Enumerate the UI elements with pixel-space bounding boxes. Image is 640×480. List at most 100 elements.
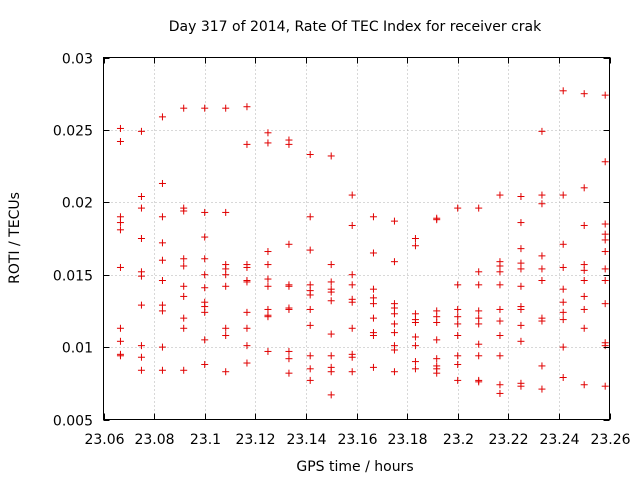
data-point bbox=[538, 276, 546, 284]
data-point bbox=[538, 265, 546, 273]
plot-frame bbox=[103, 57, 610, 420]
data-point bbox=[580, 276, 588, 284]
data-point bbox=[390, 217, 398, 225]
data-point bbox=[559, 298, 567, 306]
data-point bbox=[601, 265, 609, 273]
axis-ticks: 23.06 23.08 23.1 23.12 23.14 23.16 23.18 23.2 23… bbox=[53, 52, 631, 449]
data-point bbox=[201, 271, 209, 279]
data-point bbox=[454, 305, 462, 313]
data-point bbox=[496, 191, 504, 199]
x-axis-label: GPS time / hours bbox=[296, 459, 413, 475]
data-point bbox=[222, 271, 230, 279]
data-point bbox=[475, 307, 483, 315]
data-point bbox=[306, 213, 314, 221]
data-point bbox=[243, 263, 251, 271]
y-tick-label: 0.025 bbox=[53, 124, 93, 140]
data-point bbox=[496, 268, 504, 276]
data-point bbox=[517, 337, 525, 345]
x-tick-label: 23.24 bbox=[539, 432, 579, 448]
data-point bbox=[327, 261, 335, 269]
data-point bbox=[180, 366, 188, 374]
data-point bbox=[411, 358, 419, 366]
data-point bbox=[348, 298, 356, 306]
data-point bbox=[327, 297, 335, 305]
y-tick-label: 0.01 bbox=[62, 341, 93, 357]
data-point bbox=[475, 204, 483, 212]
data-point bbox=[327, 352, 335, 360]
data-point bbox=[390, 368, 398, 376]
data-point bbox=[433, 355, 441, 363]
data-point bbox=[264, 282, 272, 290]
data-point bbox=[601, 236, 609, 244]
data-point bbox=[390, 320, 398, 328]
data-point bbox=[306, 291, 314, 299]
data-point bbox=[559, 263, 567, 271]
data-point bbox=[243, 278, 251, 286]
chart-title: Day 317 of 2014, Rate Of TEC Index for r… bbox=[169, 19, 542, 35]
data-point bbox=[475, 320, 483, 328]
data-point bbox=[137, 204, 145, 212]
data-point bbox=[601, 276, 609, 284]
data-point bbox=[538, 362, 546, 370]
x-tick-label: 23.18 bbox=[387, 432, 427, 448]
data-point bbox=[285, 140, 293, 148]
data-point bbox=[369, 213, 377, 221]
data-point bbox=[411, 242, 419, 250]
data-point bbox=[158, 307, 166, 315]
data-point bbox=[580, 266, 588, 274]
data-point bbox=[222, 104, 230, 112]
data-point bbox=[496, 281, 504, 289]
data-point bbox=[454, 320, 462, 328]
data-point bbox=[475, 378, 483, 386]
data-point bbox=[137, 235, 145, 242]
data-point bbox=[243, 103, 251, 111]
data-point bbox=[201, 255, 209, 263]
data-point bbox=[411, 318, 419, 326]
data-point bbox=[559, 87, 567, 95]
data-point bbox=[517, 321, 525, 329]
data-point bbox=[180, 104, 188, 112]
data-point bbox=[180, 314, 188, 322]
data-point bbox=[601, 158, 609, 166]
data-point bbox=[433, 369, 441, 377]
data-point bbox=[580, 90, 588, 98]
data-point bbox=[580, 221, 588, 229]
data-point bbox=[201, 360, 209, 368]
data-point bbox=[243, 359, 251, 367]
data-point bbox=[306, 305, 314, 313]
data-point bbox=[601, 91, 609, 99]
data-point bbox=[348, 271, 356, 279]
data-point bbox=[411, 333, 419, 341]
data-point bbox=[390, 346, 398, 354]
data-point bbox=[285, 282, 293, 290]
data-point bbox=[348, 191, 356, 199]
data-point bbox=[348, 221, 356, 229]
data-point bbox=[180, 324, 188, 332]
data-point bbox=[137, 366, 145, 374]
data-point bbox=[306, 151, 314, 159]
x-tick-label: 23.06 bbox=[84, 432, 124, 448]
data-point bbox=[454, 332, 462, 340]
data-point bbox=[158, 239, 166, 247]
data-point bbox=[369, 314, 377, 322]
data-point bbox=[517, 305, 525, 313]
data-point bbox=[580, 381, 588, 389]
x-tick-label: 23.16 bbox=[337, 432, 377, 448]
data-point bbox=[201, 284, 209, 292]
data-point bbox=[517, 193, 525, 201]
data-point bbox=[559, 374, 567, 382]
data-point bbox=[137, 342, 145, 350]
data-point bbox=[306, 352, 314, 360]
data-point bbox=[538, 200, 546, 208]
data-point bbox=[538, 127, 546, 135]
data-point bbox=[517, 282, 525, 290]
data-point bbox=[369, 285, 377, 293]
data-point bbox=[306, 365, 314, 373]
data-point bbox=[327, 330, 335, 338]
data-point bbox=[433, 318, 441, 326]
y-tick-label: 0.03 bbox=[62, 52, 93, 68]
data-point bbox=[285, 355, 293, 363]
data-point bbox=[369, 300, 377, 308]
data-point bbox=[306, 246, 314, 254]
